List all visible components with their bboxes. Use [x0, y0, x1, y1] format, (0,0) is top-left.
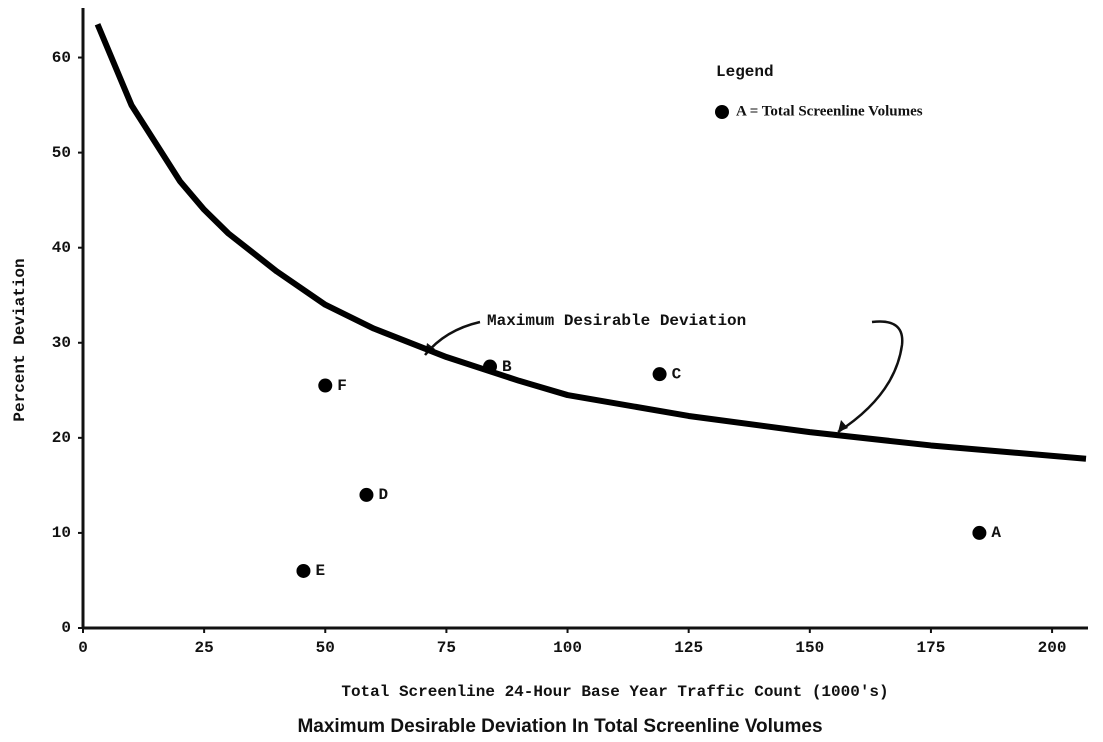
y-tick-label: 10	[52, 524, 71, 542]
x-tick-label: 125	[674, 639, 703, 657]
point-label: F	[337, 377, 347, 395]
x-tick-label: 200	[1038, 639, 1067, 657]
y-tick-label: 30	[52, 334, 71, 352]
data-point	[972, 525, 987, 540]
x-tick-label: 0	[78, 639, 88, 657]
annotation-arrow	[837, 320, 904, 434]
point-label: C	[672, 365, 682, 383]
point-label: B	[502, 358, 512, 376]
x-tick-label: 175	[917, 639, 946, 657]
arrow-head	[838, 420, 848, 432]
x-tick-label: 100	[553, 639, 582, 657]
data-point	[652, 367, 667, 382]
y-tick-label: 20	[52, 429, 71, 447]
y-tick-label: 0	[61, 619, 71, 637]
x-tick-label: 75	[437, 639, 456, 657]
chart-title: Maximum Desirable Deviation In Total Scr…	[297, 716, 822, 737]
x-tick-label: 25	[195, 639, 214, 657]
data-point	[359, 487, 374, 502]
curve-annotation: Maximum Desirable Deviation	[487, 312, 746, 330]
y-axis-label: Percent Deviation	[11, 258, 29, 421]
legend-entry: A = Total Screenline Volumes	[736, 103, 923, 119]
data-point	[318, 378, 333, 393]
data-point	[483, 359, 498, 374]
x-tick-label: 150	[795, 639, 824, 657]
x-axis-label: Total Screenline 24-Hour Base Year Traff…	[341, 683, 888, 701]
point-label: A	[991, 524, 1001, 542]
x-tick-label: 50	[316, 639, 335, 657]
point-label: E	[315, 562, 325, 580]
deviation-curve	[94, 23, 1087, 462]
legend-title: Legend	[716, 63, 774, 81]
legend-marker	[715, 105, 729, 119]
y-tick-label: 50	[52, 144, 71, 162]
y-tick-label: 40	[52, 239, 71, 257]
data-point	[296, 563, 311, 578]
y-tick-label: 60	[52, 49, 71, 67]
point-label: D	[378, 486, 388, 504]
